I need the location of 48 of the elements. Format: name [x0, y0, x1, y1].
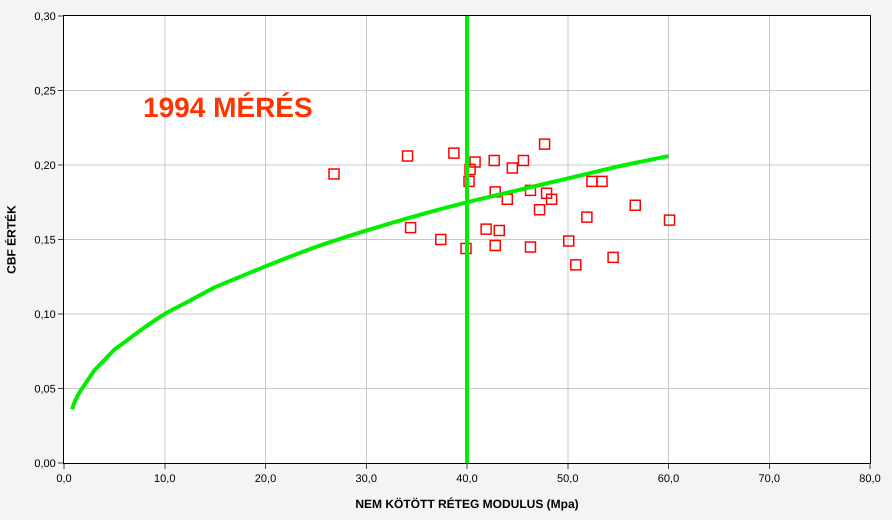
point [630, 199, 641, 211]
point [489, 240, 501, 252]
x-tick-label: 10,0 [154, 473, 176, 486]
point [460, 242, 472, 254]
x-axis-title: NEM KÖTÖTT RÉTEG MODULUS (Mpa) [355, 497, 579, 512]
x-tick-label: 20,0 [254, 473, 276, 486]
x-tick-label: 50,0 [557, 473, 578, 486]
point [664, 214, 676, 226]
point [596, 176, 608, 188]
point [502, 194, 514, 206]
point [404, 222, 416, 234]
point [563, 235, 575, 247]
point [524, 241, 536, 253]
point [435, 234, 447, 246]
point [586, 176, 598, 188]
annotation: 1994 MÉRÉS [143, 92, 313, 123]
y-axis-title: CBF ÉRTÉK [4, 204, 19, 274]
point [506, 162, 518, 174]
point [463, 176, 475, 188]
point [493, 224, 505, 236]
point [581, 211, 593, 223]
point [546, 194, 558, 206]
point [540, 188, 552, 200]
y-tick-label: 0,05 [34, 383, 56, 396]
point [328, 168, 340, 180]
point [448, 147, 460, 159]
point [488, 154, 500, 166]
point [607, 252, 619, 264]
point [534, 204, 546, 216]
point [402, 150, 414, 162]
x-tick-label: 70,0 [758, 473, 780, 486]
y-tick-label: 0,00 [34, 458, 56, 470]
point [469, 156, 481, 168]
point [480, 223, 492, 235]
x-tick-label: 40,0 [456, 473, 478, 486]
y-tick-label: 0,10 [34, 308, 56, 321]
y-tick-label: 0,15 [34, 234, 56, 246]
x-tick-label: 0,0 [56, 473, 72, 486]
point [464, 164, 476, 176]
x-tick-label: 60,0 [658, 473, 680, 486]
point [570, 259, 582, 271]
point [518, 154, 530, 166]
x-tick-label: 80,0 [859, 473, 881, 486]
y-tick-label: 0,20 [34, 160, 56, 172]
point [538, 138, 550, 150]
y-tick-label: 0,25 [34, 85, 56, 98]
x-tick-label: 30,0 [356, 473, 377, 486]
y-tick-label: 0,30 [34, 10, 56, 23]
